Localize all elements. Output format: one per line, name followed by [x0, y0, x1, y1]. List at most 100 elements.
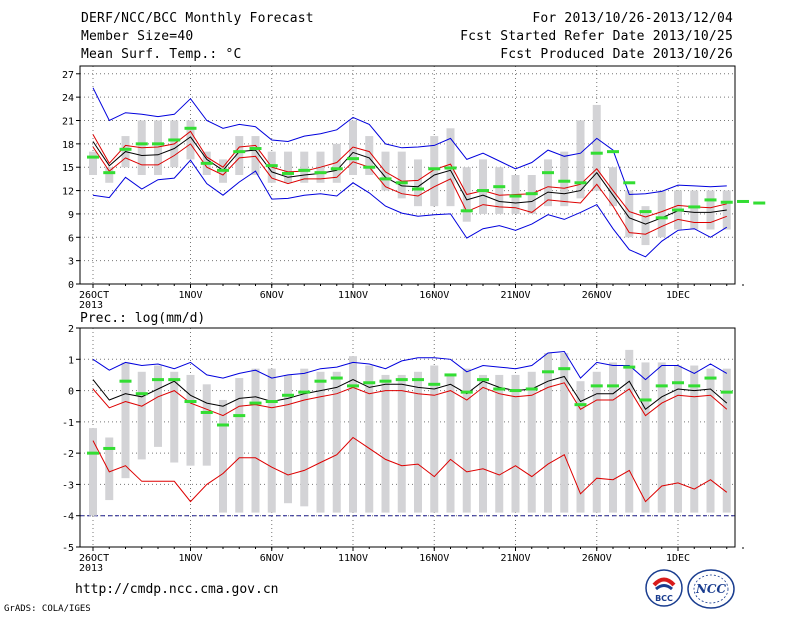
prec-ytick-label: 0	[68, 387, 74, 398]
temp-box	[284, 151, 292, 183]
temp-box	[641, 206, 650, 246]
temp-obs-marker	[444, 166, 457, 170]
prec-box	[592, 371, 601, 513]
prec-obs-marker	[493, 387, 506, 391]
prec-obs-marker	[477, 378, 489, 382]
temp-xtick-label: 1NOV	[178, 290, 202, 301]
prec-box	[462, 368, 471, 513]
temp-obs-marker	[395, 181, 408, 185]
temp-box	[625, 190, 634, 238]
prec-xtick-sublabel: 2013	[79, 563, 103, 574]
temp-obs-marker	[363, 165, 376, 169]
prec-box	[202, 384, 211, 466]
prec-obs-marker	[217, 423, 229, 427]
prec-obs-marker	[265, 400, 278, 404]
prec-ytick-label: -1	[62, 418, 74, 429]
temp-box	[349, 120, 357, 175]
prec-xtick-label: 21NOV	[500, 553, 530, 564]
source-url[interactable]: http://cmdp.ncc.cma.gov.cn	[75, 582, 279, 597]
temp-xtick-sublabel: 2013	[79, 300, 103, 311]
bcc-logo-text: BCC	[655, 594, 673, 603]
grads-credit: GrADS: COLA/IGES	[4, 604, 91, 614]
prec-obs-marker	[282, 393, 294, 397]
prec-obs-marker	[542, 370, 554, 374]
prec-obs-marker	[574, 403, 587, 407]
temp-ytick-label: 18	[62, 140, 74, 151]
prec-series-upper	[92, 350, 728, 381]
temp-box	[657, 190, 666, 238]
temp-series-p90	[92, 130, 727, 218]
prec-box	[105, 437, 114, 501]
temp-obs-marker	[558, 179, 571, 183]
temp-box	[397, 151, 406, 199]
prec-xtick-label: 1DEC	[666, 553, 690, 564]
temp-ytick-label: 12	[62, 187, 74, 198]
prec-obs-marker	[249, 401, 262, 405]
prec-box	[495, 374, 504, 513]
temp-obs-marker	[574, 181, 587, 185]
prec-obs-marker	[509, 389, 522, 393]
temp-box	[414, 159, 422, 207]
prec-obs-marker	[233, 414, 246, 418]
prec-box	[397, 374, 406, 513]
temp-obs-marker	[428, 167, 441, 171]
prec-xtick-label: 6NOV	[260, 553, 284, 564]
prec-box	[332, 371, 341, 513]
temp-obs-marker	[672, 208, 684, 212]
temp-box	[105, 167, 114, 183]
temp-obs-marker	[639, 210, 652, 214]
temp-obs-marker	[704, 198, 717, 202]
forecast-period: For 2013/10/26-2013/12/04	[532, 11, 733, 26]
temp-series-p10	[92, 143, 727, 235]
ncc-logo-text: NCC	[695, 582, 727, 596]
temp-xtick-label: 16NOV	[419, 290, 449, 301]
temp-xtick-label: 1DEC	[666, 290, 690, 301]
temp-obs-marker	[200, 161, 213, 165]
prec-series-mean	[92, 375, 728, 411]
temp-ytick-label: 24	[62, 93, 74, 104]
bcc-logo: BCC	[645, 569, 683, 607]
temp-obs-marker	[168, 138, 181, 142]
prec-obs-marker	[330, 376, 343, 380]
ncc-logo: NCC	[687, 569, 735, 609]
prec-ytick-label: -3	[62, 480, 74, 491]
variable-label: Mean Surf. Temp.: °C	[81, 47, 242, 62]
prec-obs-marker	[87, 451, 99, 455]
prec-obs-marker	[152, 378, 164, 382]
temp-box	[576, 120, 585, 199]
temp-obs-marker	[135, 142, 148, 146]
temp-obs-marker	[477, 189, 489, 193]
temp-series-upper	[92, 87, 727, 196]
prec-box	[89, 428, 97, 516]
prec-obs-marker	[428, 382, 441, 386]
prec-box	[722, 368, 731, 513]
temp-obs-marker	[509, 194, 522, 198]
prec-obs-marker	[623, 365, 636, 369]
prec-box	[300, 368, 309, 507]
prec-obs-marker	[395, 378, 408, 382]
prec-box	[544, 353, 552, 513]
prec-obs-marker	[347, 384, 359, 388]
prec-obs-marker	[639, 398, 652, 402]
temp-frame	[79, 65, 736, 285]
temp-ytick-label: 0	[68, 280, 74, 291]
prec-box	[414, 371, 422, 513]
prec-obs-marker	[200, 410, 213, 414]
chart-title: DERF/NCC/BCC Monthly Forecast	[81, 11, 314, 26]
temp-obs-marker	[330, 167, 343, 171]
prec-box	[527, 371, 536, 513]
prec-box	[365, 365, 374, 513]
temp-box	[89, 151, 97, 175]
fcst-started-date: Fcst Started Refer Date 2013/10/25	[460, 29, 733, 44]
prec-obs-marker	[525, 387, 538, 391]
prec-obs-marker	[460, 390, 473, 394]
temp-ytick-label: 6	[68, 233, 74, 244]
prec-box	[267, 368, 276, 513]
prec-obs-marker	[103, 446, 116, 450]
prec-xtick-label: 26OCT	[79, 553, 109, 564]
prec-obs-marker	[688, 384, 701, 388]
prec-panel-title: Prec.: log(mm/d)	[80, 311, 205, 326]
temp-obs-marker	[282, 171, 294, 175]
member-size: Member Size=40	[81, 29, 194, 44]
